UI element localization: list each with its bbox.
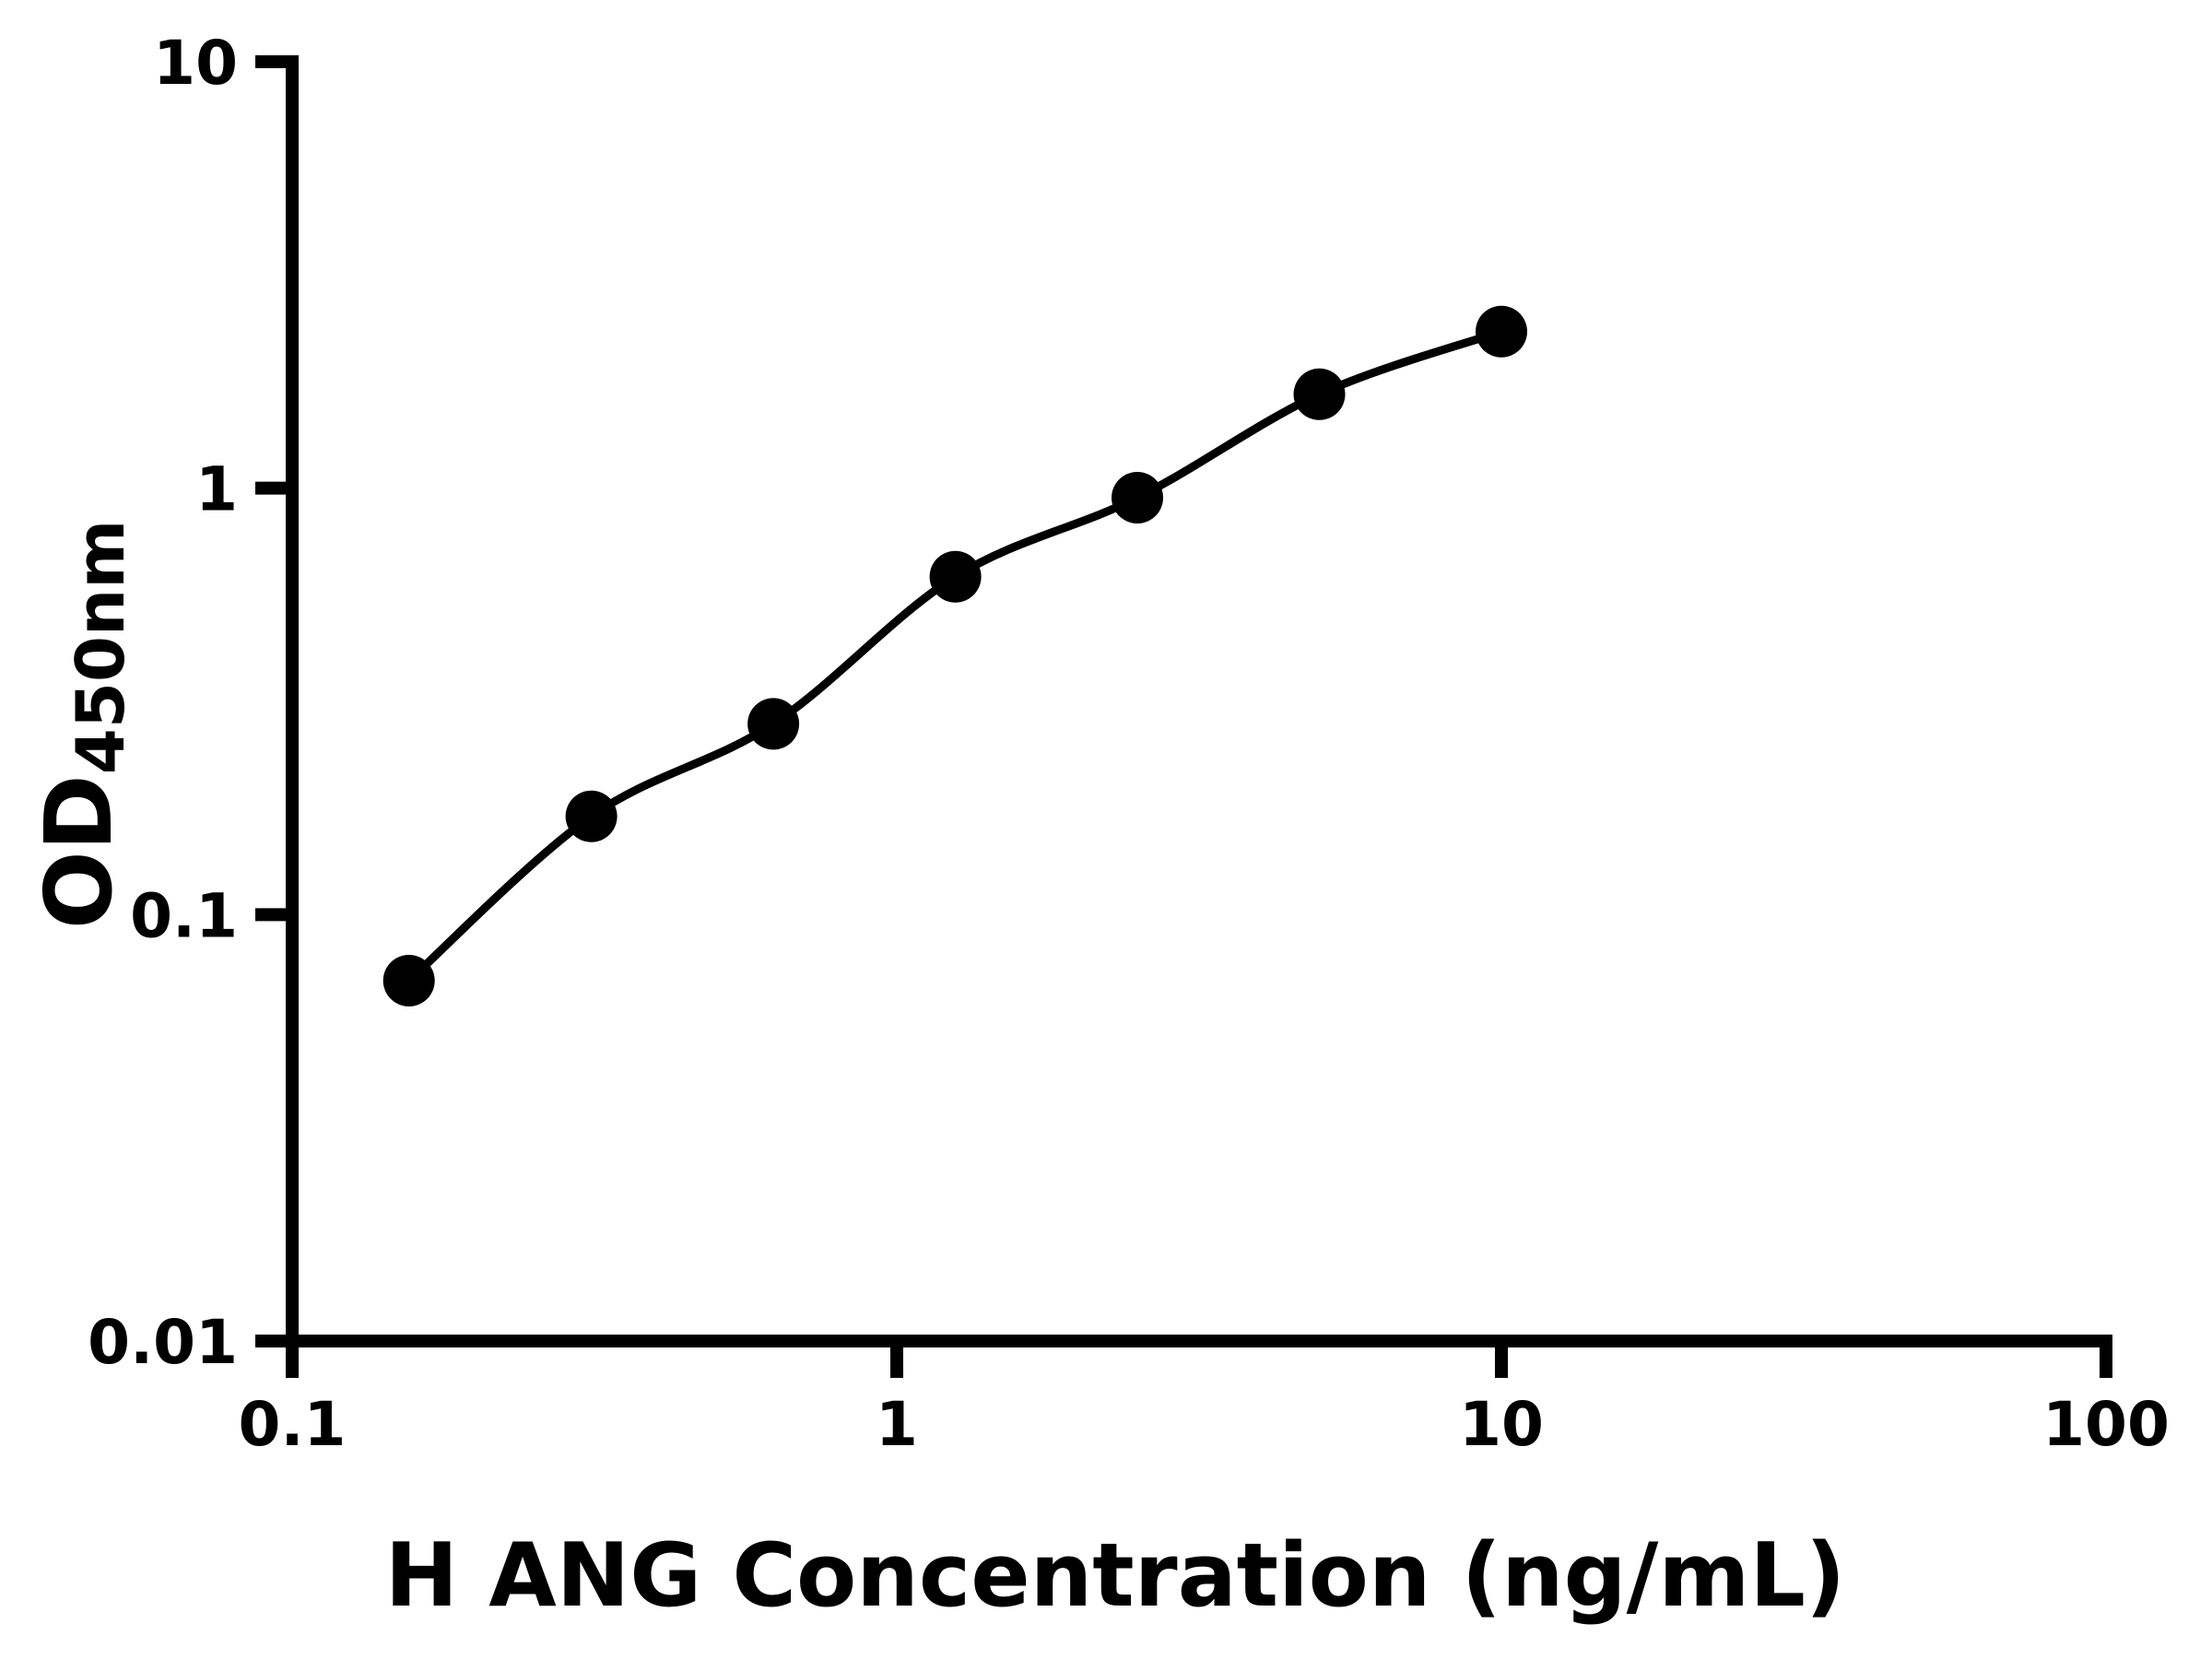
axis-spine (286, 55, 2112, 1347)
x-tick-label: 1 (876, 1389, 918, 1460)
data-point-marker (565, 790, 618, 842)
data-point-marker (1476, 305, 1527, 358)
y-tick-label: 1 (195, 454, 238, 525)
y-tick-label: 0.01 (88, 1307, 238, 1378)
data-point-marker (1293, 368, 1346, 420)
x-tick-label: 100 (2042, 1389, 2170, 1460)
x-tick-label: 0.1 (239, 1389, 347, 1460)
data-points (382, 305, 1527, 1006)
fit-curve (405, 327, 1506, 985)
axes (286, 55, 2112, 1347)
x-axis-title: H ANG Concentration (ng/mL) (385, 1525, 1846, 1627)
data-point-marker (929, 550, 982, 603)
data-point-marker (747, 698, 800, 750)
y-tick-label: 10 (153, 28, 238, 99)
y-axis-title-subscript: 450nm (62, 520, 139, 775)
data-point-marker (382, 955, 435, 1006)
y-axis-title-main: OD (25, 774, 133, 929)
data-point-marker (1112, 472, 1163, 524)
axis-ticks (255, 55, 2112, 1378)
y-tick-label: 0.1 (130, 880, 238, 951)
x-tick-label: 10 (1459, 1389, 1544, 1460)
y-axis-title: OD450nm (25, 520, 139, 930)
